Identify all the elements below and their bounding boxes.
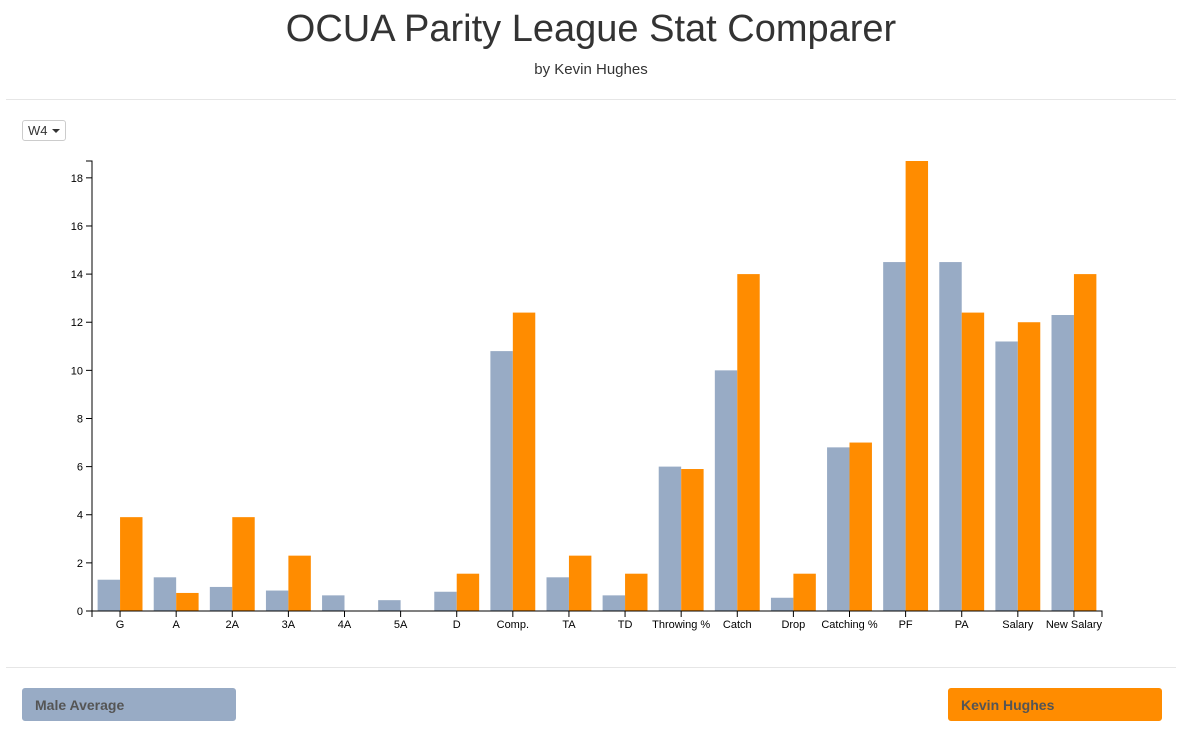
header-divider: [6, 99, 1176, 100]
x-tick-label-0: G: [116, 619, 125, 631]
bar-player-0: [120, 517, 143, 611]
bar-male-average-11: [714, 370, 738, 611]
y-tick-label-18: 18: [71, 173, 83, 185]
y-tick-label-16: 16: [71, 221, 83, 233]
page-title: OCUA Parity League Stat Comparer: [285, 8, 897, 50]
bar-male-average-9: [602, 595, 626, 611]
bar-player-12: [793, 573, 816, 611]
x-tick-label-5: 5A: [394, 619, 408, 631]
week-dropdown-value: W4: [28, 123, 48, 138]
bar-male-average-12: [770, 597, 794, 611]
bar-male-average-5: [378, 600, 401, 611]
bar-player-16: [1017, 322, 1041, 611]
bar-male-average-6: [434, 591, 457, 611]
bar-male-average-2: [209, 586, 233, 611]
x-axis-line: [91, 610, 1103, 617]
bar-male-average-10: [658, 466, 682, 611]
x-tick-label-7: Comp.: [497, 619, 529, 631]
x-tick-label-13: Catching %: [821, 619, 877, 631]
bar-player-3: [288, 555, 311, 611]
y-tick-label-14: 14: [71, 269, 83, 281]
x-tick-label-12: Drop: [781, 619, 805, 631]
bar-player-8: [568, 555, 592, 611]
legend-player-label: Kevin Hughes: [961, 696, 1055, 713]
x-tick-label-2: 2A: [226, 619, 240, 631]
x-axis: G A 2A 3A 4A 5A D Comp. TA TD Throwing % Catch Drop C…: [91, 610, 1103, 631]
bar-male-average-15: [939, 262, 962, 611]
bar-player-11: [737, 274, 760, 611]
chevron-down-icon: [51, 128, 60, 133]
y-tick-label-4: 4: [77, 510, 83, 522]
legend-male-average-button[interactable]: Male Average: [22, 688, 236, 721]
y-tick-label-0: 0: [77, 606, 83, 618]
y-tick-label-12: 12: [71, 317, 83, 329]
bar-player-14: [905, 161, 929, 611]
bar-male-average-4: [322, 595, 345, 611]
x-tick-label-3: 3A: [282, 619, 296, 631]
x-tick-label-15: PA: [955, 619, 970, 631]
bar-player-2: [232, 517, 255, 611]
bar-male-average-0: [97, 579, 121, 611]
x-tick-label-8: TA: [562, 619, 576, 631]
y-axis: 0 2 4 6 8 10 12 14 16 18: [71, 160, 93, 618]
x-tick-label-10: Throwing %: [652, 619, 710, 631]
bar-player-7: [512, 312, 536, 611]
footer-divider: [6, 667, 1176, 668]
bar-player-13: [849, 442, 872, 611]
x-tick-label-4: 4A: [338, 619, 352, 631]
bar-male-average-3: [265, 590, 289, 611]
week-dropdown[interactable]: W4: [22, 120, 66, 141]
bar-player-17: [1073, 274, 1097, 611]
bar-male-average-1: [153, 577, 177, 611]
x-tick-label-14: PF: [899, 619, 913, 631]
x-tick-label-17: New Salary: [1046, 619, 1103, 631]
x-tick-label-16: Salary: [1002, 619, 1034, 631]
y-tick-label-8: 8: [77, 413, 83, 425]
page-subtitle: by Kevin Hughes: [534, 61, 648, 78]
x-tick-label-11: Catch: [723, 619, 752, 631]
x-tick-label-9: TD: [618, 619, 633, 631]
y-axis-line: [86, 160, 93, 612]
legend-male-average-label: Male Average: [35, 696, 125, 713]
y-tick-label-6: 6: [77, 462, 83, 474]
bar-male-average-8: [546, 577, 569, 611]
y-tick-label-2: 2: [77, 558, 83, 570]
bar-player-9: [625, 573, 648, 611]
bar-player-6: [456, 573, 480, 611]
bar-male-average-17: [1051, 315, 1074, 611]
bar-player-1: [176, 592, 199, 611]
bar-player-10: [681, 469, 704, 611]
x-tick-label-6: D: [453, 619, 461, 631]
bar-chart: 0 2 4 6 8 10 12 14 16 18 G A 2A 3A 4A 5A D Comp. TA TD Thro…: [71, 160, 1103, 631]
bars-group: [97, 161, 1097, 611]
bar-player-15: [961, 312, 985, 611]
bar-male-average-14: [883, 262, 906, 611]
bar-male-average-16: [995, 341, 1018, 611]
bar-male-average-13: [827, 447, 850, 611]
bar-male-average-7: [490, 351, 513, 611]
y-tick-label-10: 10: [71, 365, 83, 377]
legend-player-button[interactable]: Kevin Hughes: [948, 688, 1162, 721]
x-tick-label-1: A: [172, 619, 180, 631]
